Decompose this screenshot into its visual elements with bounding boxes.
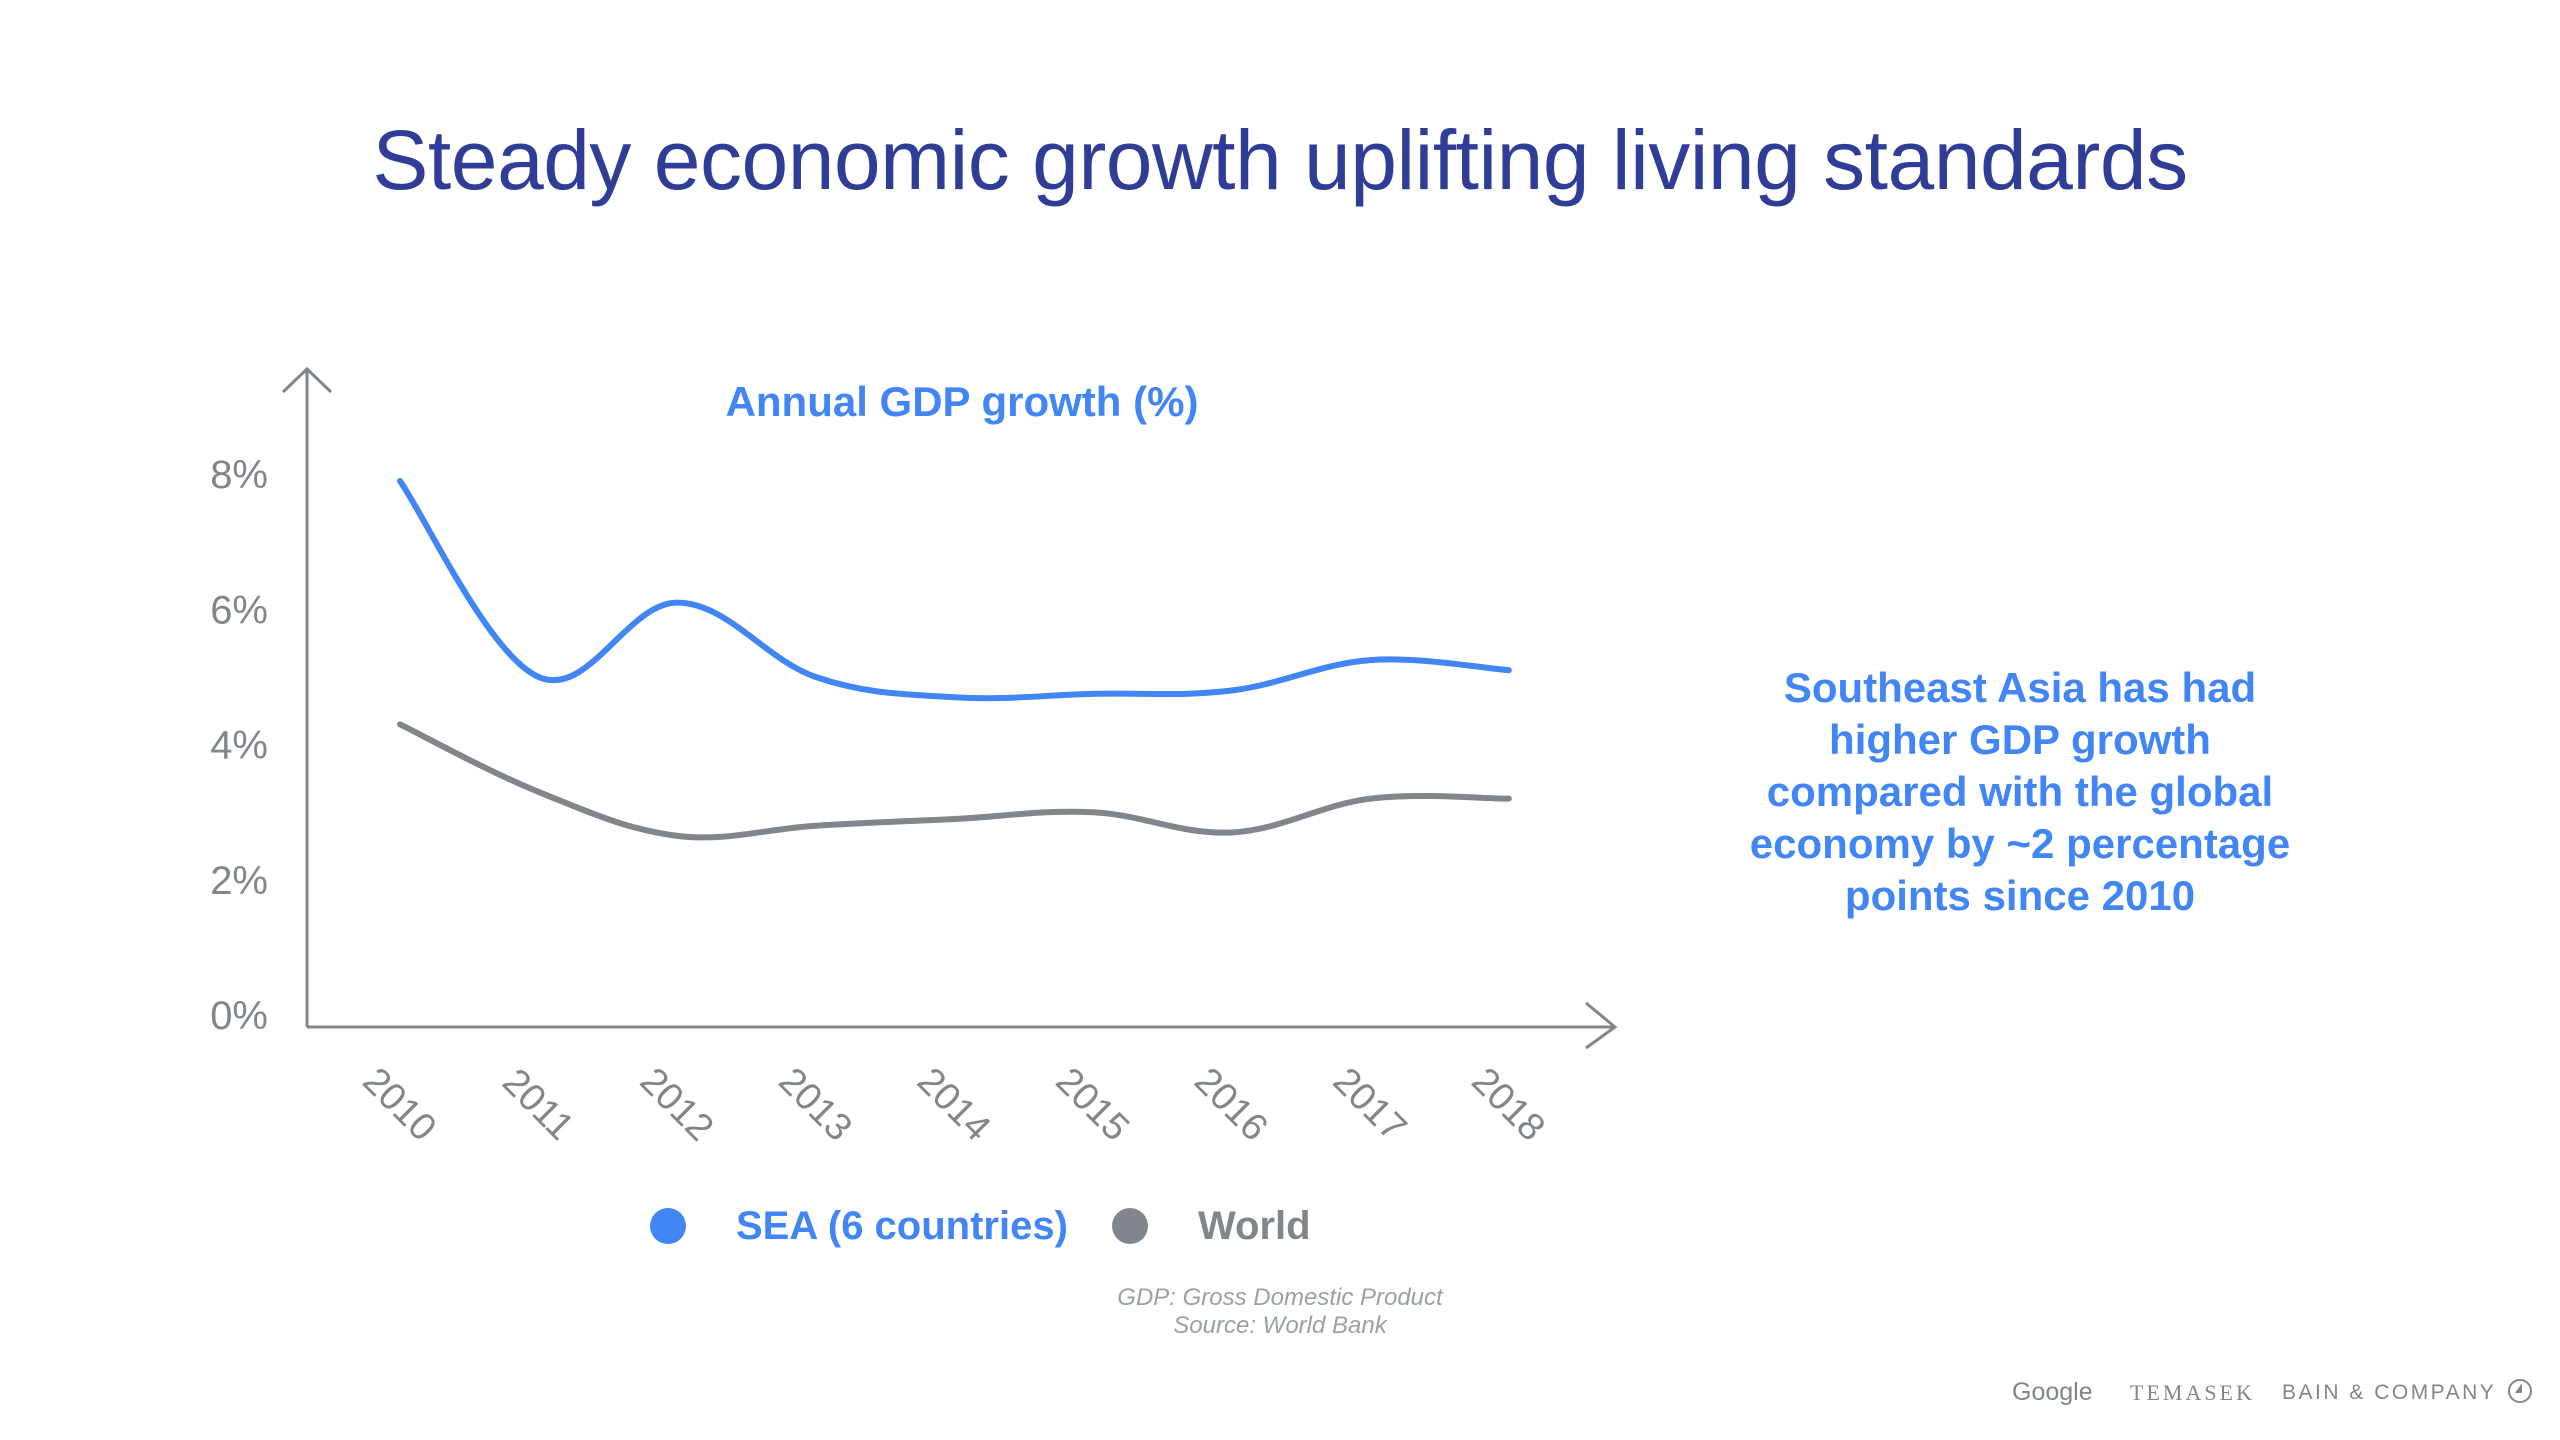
series-line-sea (397, 477, 1512, 702)
x-tick-label: 2012 (632, 1060, 721, 1149)
partner-logos: Google TEMASEK BAIN & COMPANY (1990, 1378, 2540, 1418)
chart-series (397, 477, 1512, 841)
y-axis-arrow-icon (281, 366, 333, 394)
chart-title: Annual GDP growth (%) (726, 378, 1199, 425)
y-tick-label: 8% (210, 453, 268, 497)
slide-title: Steady economic growth uplifting living … (372, 113, 2188, 207)
key-takeaway: Southeast Asia has had higher GDP growth… (1700, 662, 2340, 922)
google-logo: Google (2012, 1378, 2093, 1406)
legend-dot-world-icon (1112, 1208, 1148, 1244)
bain-logo: BAIN & COMPANY (2282, 1381, 2497, 1404)
x-tick-label: 2014 (909, 1060, 998, 1149)
y-tick-label: 0% (210, 994, 268, 1038)
x-tick-label: 2010 (355, 1060, 444, 1149)
legend-item-sea: SEA (6 countries) (650, 1200, 1068, 1252)
chart-axes (281, 366, 1618, 1050)
legend-dot-sea-icon (650, 1208, 686, 1244)
x-axis-arrow-icon (1585, 1001, 1618, 1050)
y-tick-label: 6% (210, 588, 268, 632)
x-tick-label: 2017 (1325, 1060, 1414, 1149)
x-tick-labels: 2010 2011 2012 2013 2014 2015 2016 2017 2018 (355, 1060, 1553, 1149)
chart-legend: SEA (6 countries) World (0, 1200, 2560, 1252)
x-tick-label: 2018 (1463, 1060, 1552, 1149)
x-tick-label: 2011 (494, 1061, 581, 1148)
legend-label-sea: SEA (6 countries) (736, 1203, 1068, 1248)
takeaway-line: points since 2010 (1844, 872, 2196, 919)
y-tick-label: 4% (210, 724, 268, 768)
footnote-source: Source: World Bank (1173, 1312, 1387, 1339)
x-tick-label: 2016 (1186, 1060, 1275, 1149)
y-tick-label: 2% (210, 859, 268, 903)
y-tick-labels: 0% 2% 4% 6% 8% (210, 453, 268, 1038)
bain-compass-icon (2508, 1379, 2532, 1403)
takeaway-line: Southeast Asia has had (1783, 664, 2257, 711)
takeaway-line: higher GDP growth (1829, 716, 2211, 763)
x-tick-label: 2013 (770, 1060, 859, 1149)
temasek-logo: TEMASEK (2130, 1380, 2255, 1405)
takeaway-line: compared with the global (1766, 768, 2274, 815)
x-tick-label: 2015 (1048, 1060, 1137, 1149)
takeaway-line: economy by ~2 percentage (1749, 820, 2291, 867)
legend-label-world: World (1198, 1203, 1311, 1248)
series-line-world (397, 721, 1512, 841)
legend-item-world: World (1112, 1200, 1311, 1252)
footnote-definition: GDP: Gross Domestic Product (1117, 1284, 1443, 1311)
footnote: GDP: Gross Domestic Product Source: Worl… (980, 1284, 1580, 1340)
